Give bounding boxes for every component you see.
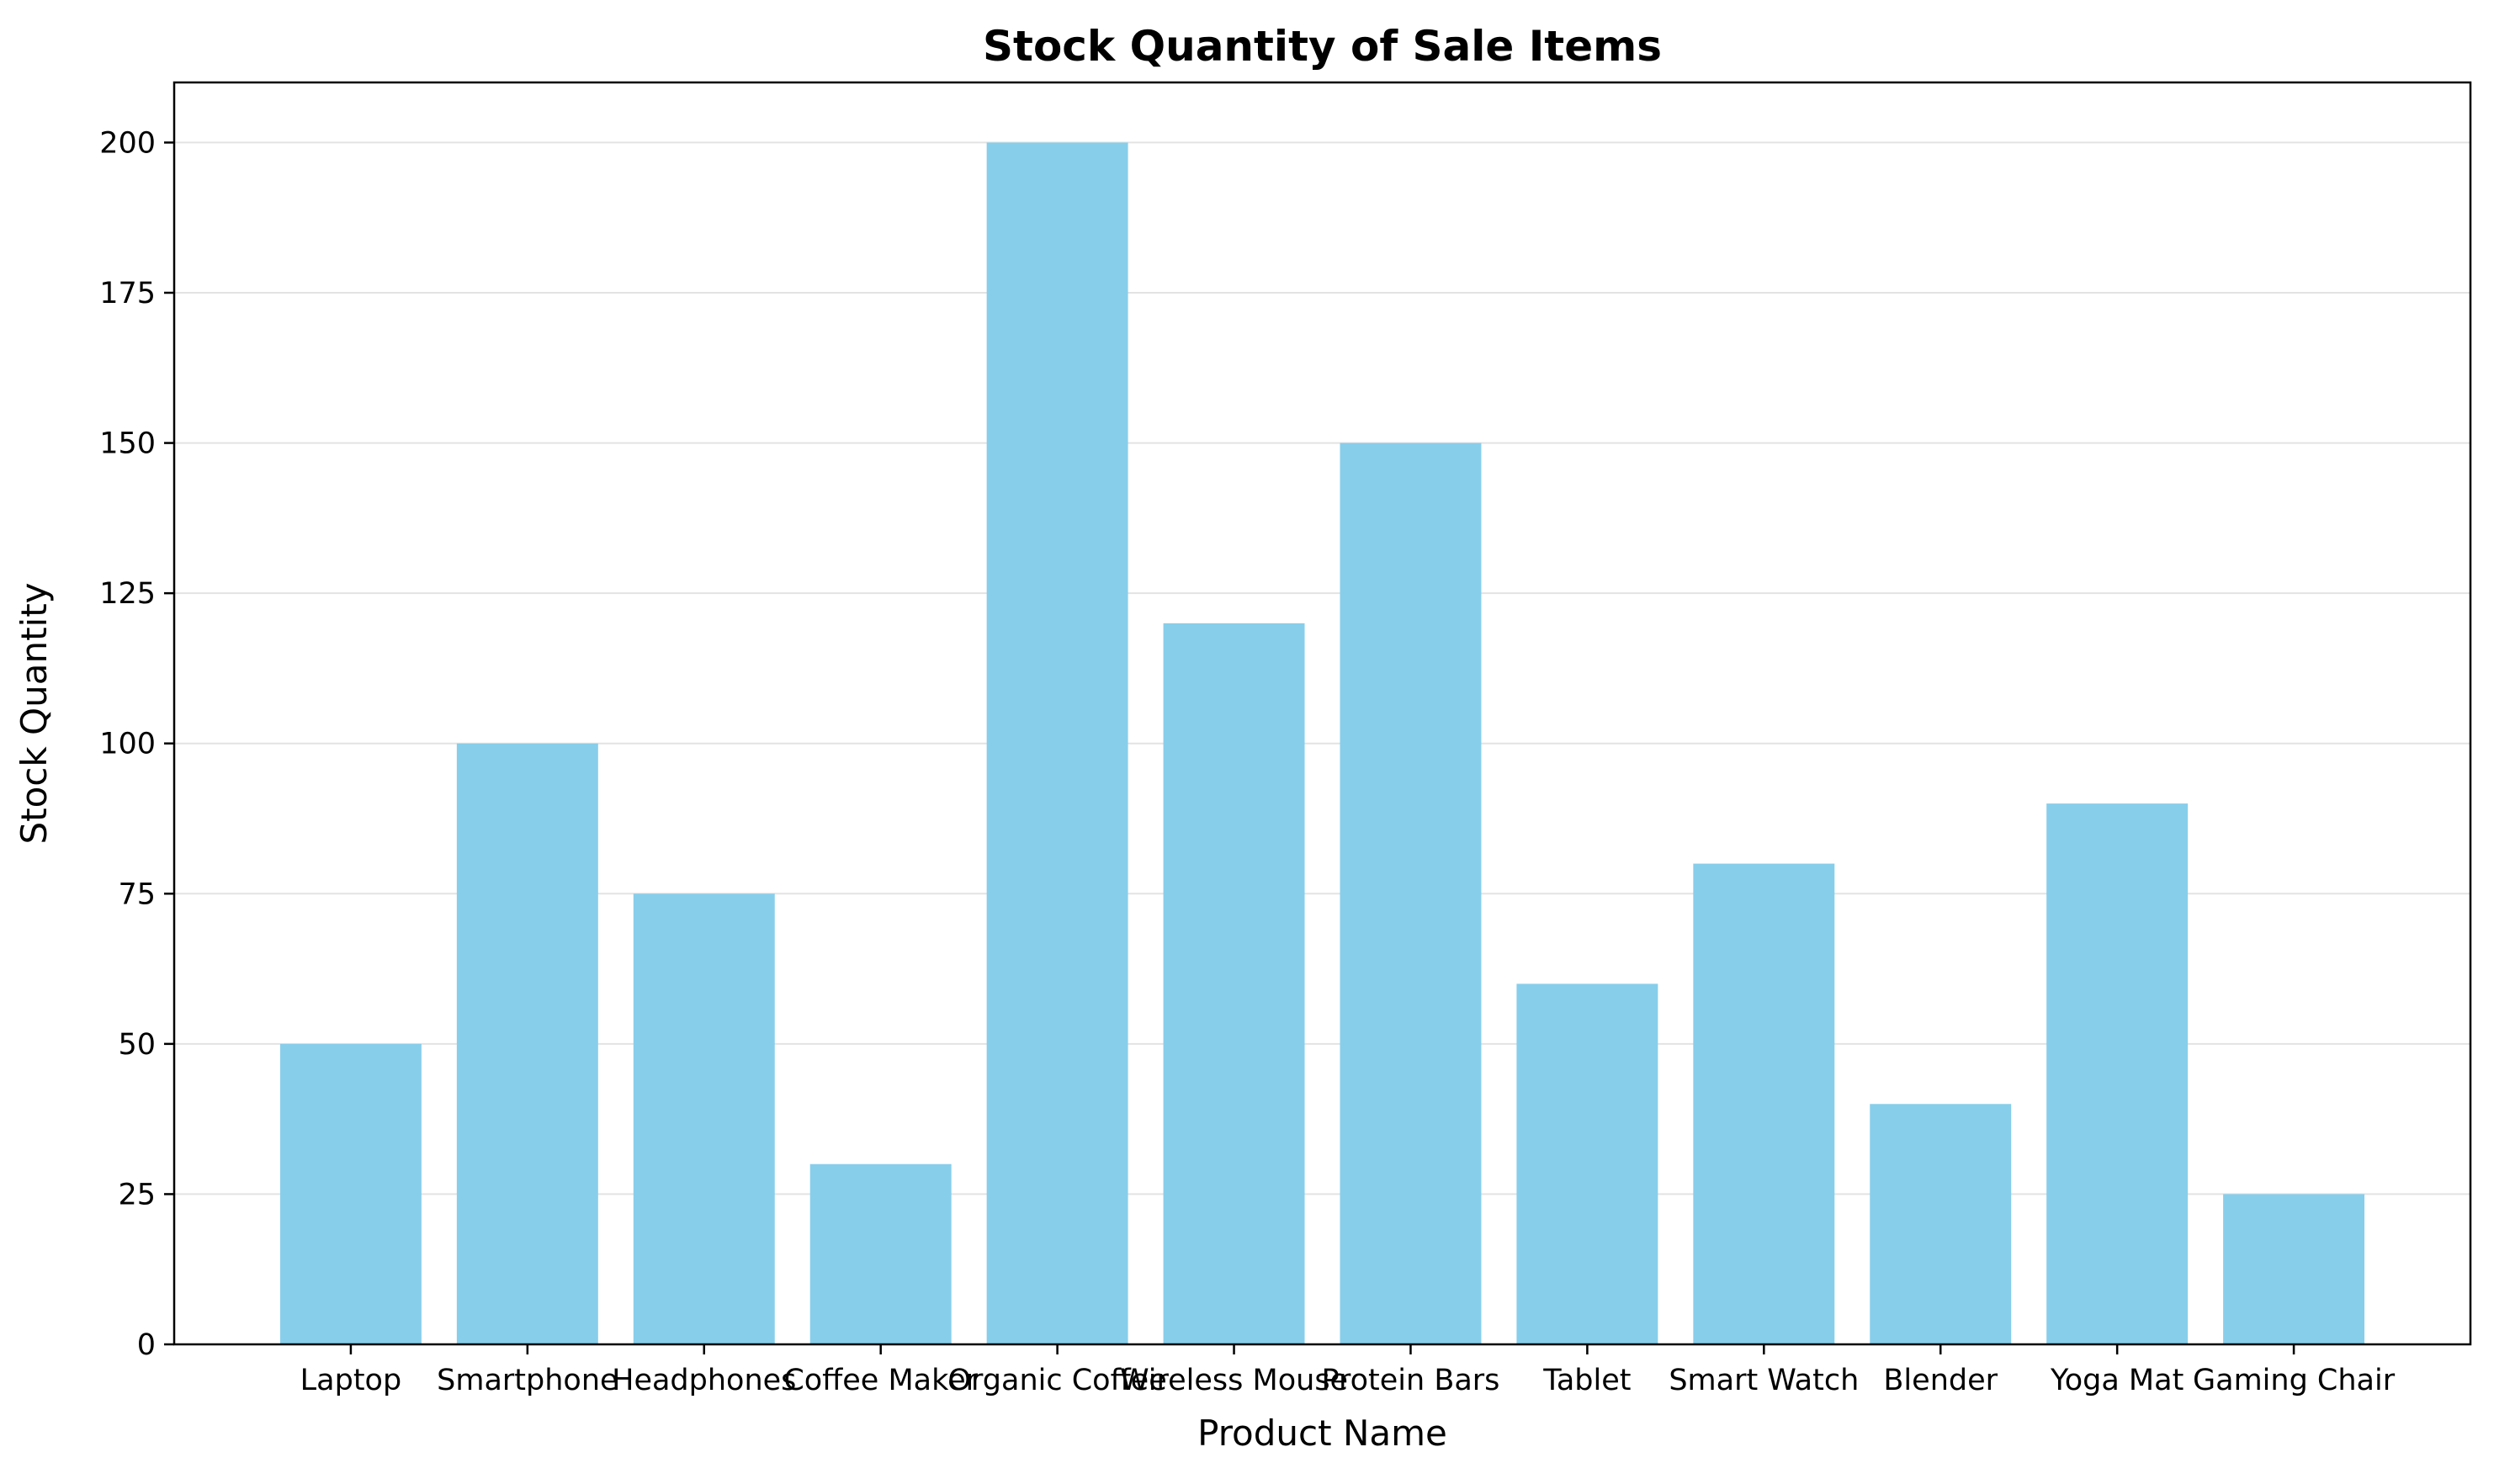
plot-frame xyxy=(172,81,2472,1346)
y-tick-label: 125 xyxy=(99,577,156,611)
y-tick-label: 75 xyxy=(118,877,156,911)
bar xyxy=(986,142,1128,1344)
x-tick-label: Laptop xyxy=(300,1364,402,1397)
x-tick-label: Protein Bars xyxy=(1322,1364,1500,1397)
x-tick-label: Coffee Maker xyxy=(783,1364,978,1397)
bar xyxy=(1516,983,1658,1344)
x-tick-label: Tablet xyxy=(1542,1364,1631,1397)
y-tick-label: 25 xyxy=(118,1178,156,1211)
bars xyxy=(279,142,2365,1344)
x-tick-label: Wireless Mouse xyxy=(1120,1364,1348,1397)
x-axis-label: Product Name xyxy=(1197,1412,1447,1454)
bar xyxy=(1340,443,1482,1344)
x-tick-label: Smartphone xyxy=(437,1364,618,1397)
x-tick-label: Smart Watch xyxy=(1669,1364,1859,1397)
bar xyxy=(633,893,775,1344)
y-tick-label: 200 xyxy=(99,126,156,160)
x-tick-label: Blender xyxy=(1883,1364,1998,1397)
y-axis-label: Stock Quantity xyxy=(13,582,55,844)
x-tick-label: Gaming Chair xyxy=(2193,1364,2396,1397)
bar xyxy=(1870,1104,2012,1344)
y-axis-ticks: 0 25 50 75 100 125 150 175 200 xyxy=(99,126,174,1362)
bar xyxy=(279,1043,422,1344)
x-tick-label: Yoga Mat xyxy=(2050,1364,2184,1397)
chart-title: Stock Quantity of Sale Items xyxy=(983,22,1662,71)
x-tick-label: Headphones xyxy=(612,1364,796,1397)
y-tick-label: 50 xyxy=(118,1028,156,1062)
y-tick-label: 175 xyxy=(99,277,156,310)
bar xyxy=(1693,863,1835,1344)
bar xyxy=(2046,803,2189,1344)
bar xyxy=(809,1163,952,1344)
bar xyxy=(2223,1194,2365,1344)
bar xyxy=(456,743,598,1344)
y-tick-label: 150 xyxy=(99,427,156,461)
y-tick-label: 0 xyxy=(137,1328,156,1362)
x-tick-label: Organic Coffee xyxy=(947,1364,1166,1397)
y-tick-label: 100 xyxy=(99,728,156,761)
bar xyxy=(1163,623,1305,1344)
